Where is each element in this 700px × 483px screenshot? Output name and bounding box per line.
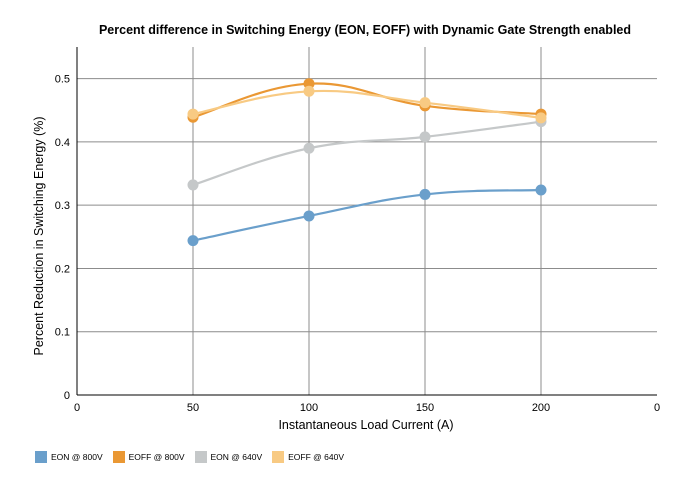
data-point [419, 97, 431, 109]
x-axis-label: Instantaneous Load Current (A) [278, 418, 453, 432]
y-tick-label: 0.1 [55, 327, 70, 339]
data-point [187, 108, 199, 120]
y-tick-label: 0.2 [55, 263, 70, 275]
data-point [419, 131, 431, 143]
x-tick-label: 200 [532, 402, 550, 414]
legend-item: EON @ 800V [35, 451, 103, 463]
data-point [187, 235, 199, 247]
legend-item: EOFF @ 640V [272, 451, 344, 463]
chart-title: Percent difference in Switching Energy (… [99, 23, 631, 37]
series-line-3 [192, 89, 542, 119]
legend-label: EON @ 800V [51, 452, 103, 462]
y-tick-label: 0.4 [55, 137, 70, 149]
data-point [303, 85, 315, 97]
x-tick-label: 150 [416, 402, 434, 414]
y-tick-label: 0 [64, 390, 70, 402]
data-point [303, 78, 315, 90]
series-line-0 [192, 188, 542, 242]
y-tick-label: 0.5 [55, 74, 70, 86]
legend-item: EON @ 640V [194, 451, 263, 463]
legend-swatch [35, 451, 47, 463]
data-point [535, 112, 547, 124]
y-tick-label: 0.3 [55, 200, 70, 212]
x-tick-label: 0 [654, 402, 660, 414]
grid [77, 47, 657, 395]
legend-swatch [272, 451, 285, 463]
data-point [303, 142, 315, 154]
axes [76, 47, 657, 396]
legend-swatch [194, 451, 207, 463]
data-point [535, 184, 547, 196]
series-group [187, 78, 547, 247]
ticks: 0 0.1 0.2 0.3 0.4 0.5 0 50 100 150 200 0 [55, 74, 660, 414]
data-point [303, 210, 315, 222]
legend-swatch [112, 451, 125, 463]
x-tick-label: 0 [74, 402, 80, 414]
series-line-2 [192, 120, 542, 186]
legend: EON @ 800V EOFF @ 800V EON @ 640V EOFF @ 64… [35, 451, 344, 463]
y-axis-label: Percent Reduction in Switching Energy (%… [32, 116, 46, 355]
x-tick-label: 50 [187, 402, 199, 414]
legend-label: EOFF @ 640V [288, 452, 344, 462]
legend-label: EOFF @ 800V [128, 452, 185, 462]
x-tick-label: 100 [300, 402, 318, 414]
legend-item: EOFF @ 800V [112, 451, 185, 463]
data-point [419, 188, 431, 200]
data-point [187, 179, 199, 191]
legend-label: EON @ 640V [210, 452, 263, 462]
